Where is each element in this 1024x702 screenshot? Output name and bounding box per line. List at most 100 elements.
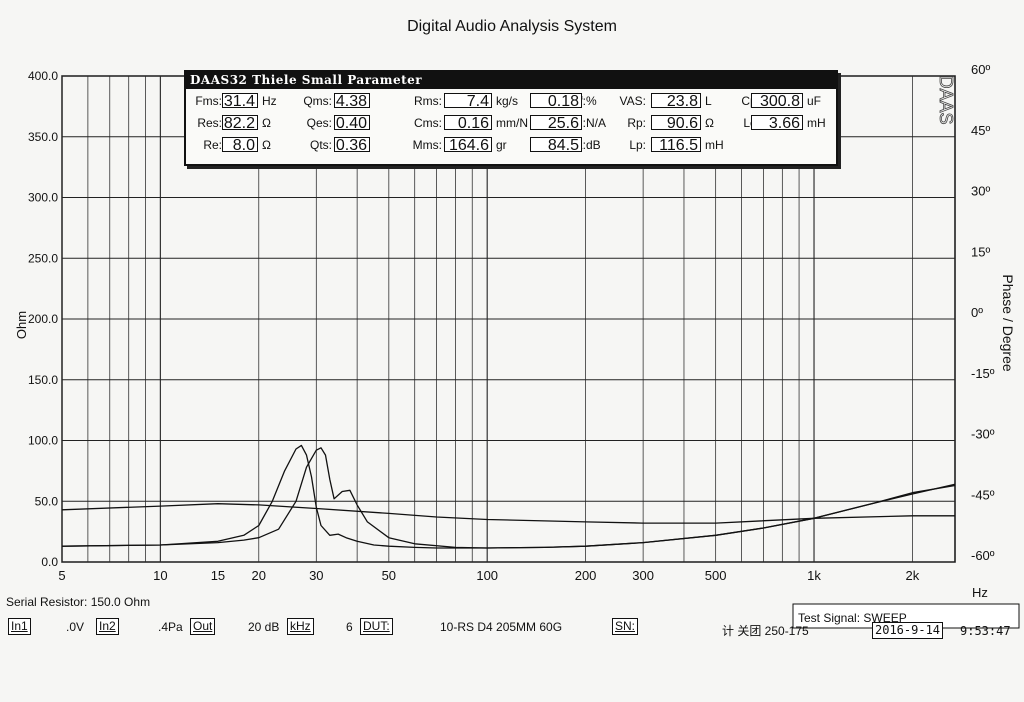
series-line-2	[61, 447, 956, 549]
param-value: 3.66	[751, 115, 803, 132]
param-value: 84.5	[530, 137, 582, 154]
date-field: 2016-9-14	[872, 622, 944, 639]
in1-value: .0V	[66, 620, 85, 634]
param-label: Re:	[203, 138, 222, 152]
y-tick-label: 100.0	[28, 434, 58, 448]
param-value: 4.38	[334, 93, 370, 110]
y2-tick-label: -15º	[971, 366, 995, 381]
y-tick-label: 250.0	[28, 251, 58, 265]
param-row: Res:82.2ΩQes:0.40Cms:0.16mm/NBl:25.6N/AR…	[186, 114, 836, 132]
param-value: 0.16	[444, 115, 492, 132]
x-tick-label: 5	[58, 568, 65, 583]
panel-title: DAAS32 Thiele Small Parameter	[186, 72, 836, 89]
x-tick-label: Hz	[972, 585, 988, 600]
x-tick-label: 500	[705, 568, 727, 583]
param-value: 0.18	[530, 93, 582, 110]
y2-tick-label: 60º	[971, 62, 990, 77]
param-value: 31.4	[222, 93, 258, 110]
out-button[interactable]: Out	[190, 618, 216, 635]
status-bar: In1 .0V In2 .4Pa Out 20 dB kHz 6 DUT: 10…	[4, 616, 1020, 648]
param-label: Cms:	[414, 116, 442, 130]
y2-axis-label: Phase / Degree	[1000, 274, 1016, 371]
sn-value: 计 关团 250-175	[722, 624, 809, 638]
watermark-logo: DAAS	[936, 75, 956, 124]
param-unit: uF	[807, 94, 822, 108]
param-unit: gr	[496, 138, 507, 152]
param-unit: kg/s	[496, 94, 519, 108]
param-value: 0.40	[334, 115, 370, 132]
app-title: Digital Audio Analysis System	[407, 18, 617, 35]
param-label: Rms:	[414, 94, 442, 108]
param-unit: mH	[705, 138, 724, 152]
sn-button[interactable]: SN:	[612, 618, 639, 635]
x-tick-label: 20	[252, 568, 266, 583]
param-label: Qms:	[303, 94, 332, 108]
y-tick-label: 300.0	[28, 191, 58, 205]
param-value: 82.2	[222, 115, 258, 132]
x-tick-label: 10	[153, 568, 167, 583]
in1-button[interactable]: In1	[8, 618, 31, 635]
series-line-3	[61, 503, 955, 524]
y2-tick-label: -30º	[971, 427, 995, 442]
series-line-1	[61, 444, 956, 549]
param-value: 116.5	[651, 137, 701, 154]
x-tick-label: 1k	[807, 568, 821, 583]
y2-tick-label: 15º	[971, 244, 990, 259]
param-label: Lp:	[629, 138, 646, 152]
khz-value: 6	[346, 620, 353, 634]
param-unit: %	[586, 94, 597, 108]
serial-resistor-text: Serial Resistor: 150.0 Ohm	[6, 595, 150, 609]
x-tick-label: 200	[575, 568, 597, 583]
in2-button[interactable]: In2	[96, 618, 119, 635]
dut-button[interactable]: DUT:	[360, 618, 393, 635]
param-label: Qts:	[309, 138, 332, 152]
param-row: Re:8.0ΩQts:0.36Mms:164.6grSPL:84.5dBLp:1…	[186, 136, 836, 154]
param-unit: L	[705, 94, 712, 108]
x-tick-label: 30	[309, 568, 323, 583]
param-value: 8.0	[222, 137, 258, 154]
khz-button[interactable]: kHz	[287, 618, 314, 635]
y2-tick-label: 0º	[971, 305, 983, 320]
y-tick-label: 0.0	[41, 555, 58, 569]
x-tick-label: 100	[476, 568, 498, 583]
y-tick-label: 50.0	[35, 494, 59, 508]
param-value: 23.8	[651, 93, 701, 110]
param-label: VAS:	[619, 94, 646, 108]
param-value: 90.6	[651, 115, 701, 132]
param-label: Rp:	[627, 116, 646, 130]
param-unit: mm/N	[496, 116, 528, 130]
y-tick-label: 200.0	[28, 312, 58, 326]
dut-value: 10-RS D4 205MM 60G	[440, 620, 563, 634]
thiele-small-panel: DAAS32 Thiele Small Parameter Fms: 31.4 Hz…	[184, 70, 838, 166]
param-unit: Ω	[705, 116, 714, 130]
y-axis-label: Ohm	[14, 311, 29, 339]
y2-tick-label: -45º	[971, 487, 995, 502]
param-row: Fms:31.4HzQms:4.38Rms:7.4kg/sNref:0.18%V…	[186, 92, 836, 110]
param-unit: dB	[586, 138, 601, 152]
param-value: 300.8	[751, 93, 803, 110]
time-field: 9:53:47	[960, 624, 1011, 638]
param-unit: Hz	[262, 94, 277, 108]
param-unit: Ω	[262, 116, 271, 130]
x-tick-label: 50	[382, 568, 396, 583]
param-unit: mH	[807, 116, 826, 130]
in2-value: .4Pa	[158, 620, 183, 634]
param-value: 164.6	[444, 137, 492, 154]
param-unit: N/A	[586, 116, 607, 130]
param-label: Res:	[197, 116, 222, 130]
out-value: 20 dB	[248, 620, 280, 634]
y2-tick-label: -60º	[971, 548, 995, 563]
y-tick-label: 400.0	[28, 69, 58, 83]
param-unit: Ω	[262, 138, 271, 152]
param-value: 7.4	[444, 93, 492, 110]
chart-ticks: 400.0350.0300.0250.0200.0150.0100.050.00…	[28, 62, 995, 600]
x-tick-label: 300	[632, 568, 654, 583]
y-tick-label: 150.0	[28, 373, 58, 387]
y2-tick-label: 30º	[971, 184, 990, 199]
x-tick-label: 2k	[906, 568, 920, 583]
chart-curves	[61, 444, 956, 549]
y2-tick-label: 45º	[971, 123, 990, 138]
y-tick-label: 350.0	[28, 130, 58, 144]
param-label: Fms:	[195, 94, 222, 108]
param-label: Qes:	[306, 116, 332, 130]
